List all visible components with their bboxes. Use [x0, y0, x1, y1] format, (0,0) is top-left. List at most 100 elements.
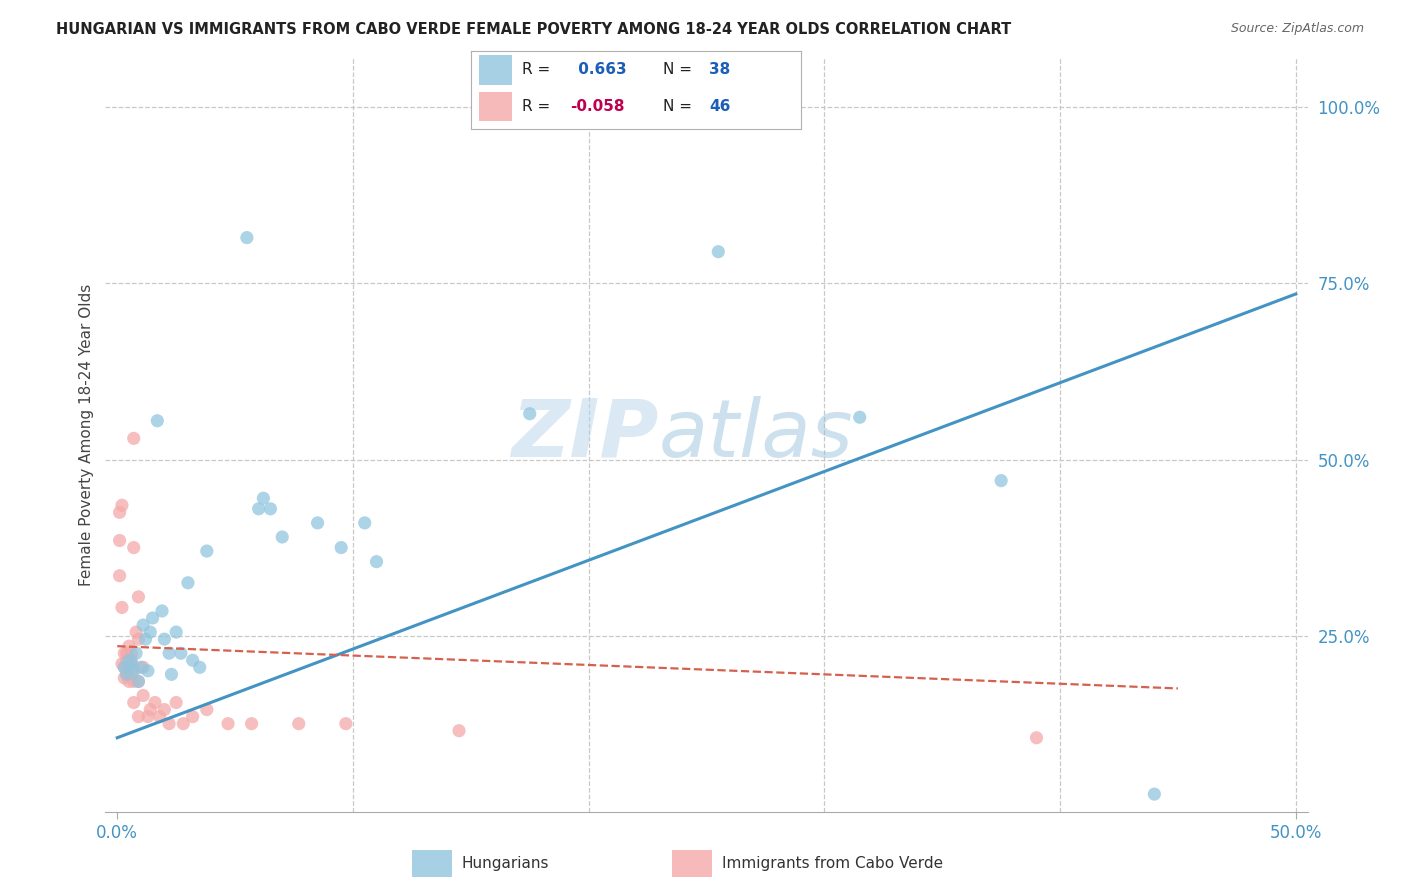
Point [115, 646, 138, 660]
Point [120, 646, 142, 660]
Point [990, 474, 1012, 488]
Point [519, 407, 541, 421]
Point [112, 671, 135, 685]
Point [707, 244, 730, 259]
Point [353, 516, 375, 530]
Point [108, 533, 131, 548]
Point [195, 702, 218, 716]
Point [115, 667, 138, 681]
Point [127, 674, 149, 689]
Point [271, 530, 294, 544]
Point [136, 709, 159, 723]
Point [132, 660, 155, 674]
Text: 0.663: 0.663 [574, 62, 627, 78]
Point [111, 600, 134, 615]
Point [112, 660, 135, 674]
Bar [479, 92, 512, 121]
Point [236, 230, 259, 244]
Point [135, 632, 157, 647]
Point [118, 639, 141, 653]
Point [111, 498, 134, 512]
Point [112, 646, 135, 660]
Point [240, 716, 263, 731]
Point [112, 660, 135, 674]
Point [146, 414, 169, 428]
Point [188, 660, 211, 674]
Point [120, 657, 142, 671]
Point [217, 716, 239, 731]
Text: 38: 38 [709, 62, 730, 78]
Point [330, 541, 353, 555]
Point [122, 664, 145, 678]
Point [181, 653, 204, 667]
Point [172, 716, 194, 731]
Bar [479, 54, 512, 85]
Point [118, 653, 141, 667]
Point [259, 501, 281, 516]
Text: Source: ZipAtlas.com: Source: ZipAtlas.com [1230, 22, 1364, 36]
Text: ZIP: ZIP [510, 396, 658, 474]
Text: -0.058: -0.058 [571, 99, 624, 114]
Point [122, 431, 145, 445]
Point [177, 575, 200, 590]
Text: HUNGARIAN VS IMMIGRANTS FROM CABO VERDE FEMALE POVERTY AMONG 18-24 YEAR OLDS COR: HUNGARIAN VS IMMIGRANTS FROM CABO VERDE … [56, 22, 1011, 37]
Point [108, 505, 131, 519]
Text: 46: 46 [709, 99, 730, 114]
Point [335, 716, 357, 731]
Point [125, 646, 148, 660]
Point [307, 516, 329, 530]
Point [252, 491, 274, 506]
Point [136, 664, 159, 678]
Point [165, 625, 187, 640]
Point [160, 667, 183, 681]
Point [139, 625, 162, 640]
Text: R =: R = [522, 99, 551, 114]
Point [150, 604, 173, 618]
Y-axis label: Female Poverty Among 18-24 Year Olds: Female Poverty Among 18-24 Year Olds [79, 284, 94, 586]
Point [125, 625, 148, 640]
Point [118, 674, 141, 689]
Point [1025, 731, 1047, 745]
Point [165, 696, 187, 710]
Point [132, 618, 155, 632]
Point [366, 555, 388, 569]
Point [122, 660, 145, 674]
Point [120, 667, 142, 681]
Point [118, 660, 141, 674]
Point [127, 632, 149, 647]
Point [142, 611, 165, 625]
Text: N =: N = [662, 99, 692, 114]
Point [111, 657, 134, 671]
Point [447, 723, 470, 738]
Text: Immigrants from Cabo Verde: Immigrants from Cabo Verde [721, 855, 942, 871]
Text: N =: N = [662, 62, 692, 78]
Bar [412, 850, 453, 877]
Point [127, 709, 149, 723]
Point [195, 544, 218, 558]
Point [127, 674, 149, 689]
Point [848, 410, 870, 425]
Point [153, 632, 176, 647]
Point [170, 646, 193, 660]
Point [181, 709, 204, 723]
Point [108, 568, 131, 582]
Point [143, 696, 166, 710]
Point [122, 696, 145, 710]
Point [132, 689, 155, 703]
Point [287, 716, 309, 731]
Point [127, 590, 149, 604]
Point [122, 541, 145, 555]
Point [139, 702, 162, 716]
Point [153, 702, 176, 716]
Point [1143, 787, 1166, 801]
Point [247, 501, 270, 516]
Point [149, 709, 172, 723]
Text: Hungarians: Hungarians [461, 855, 550, 871]
Point [115, 653, 138, 667]
Point [120, 653, 142, 667]
Point [157, 646, 180, 660]
Text: atlas: atlas [658, 396, 853, 474]
Point [115, 667, 138, 681]
Point [129, 660, 152, 674]
Point [122, 674, 145, 689]
